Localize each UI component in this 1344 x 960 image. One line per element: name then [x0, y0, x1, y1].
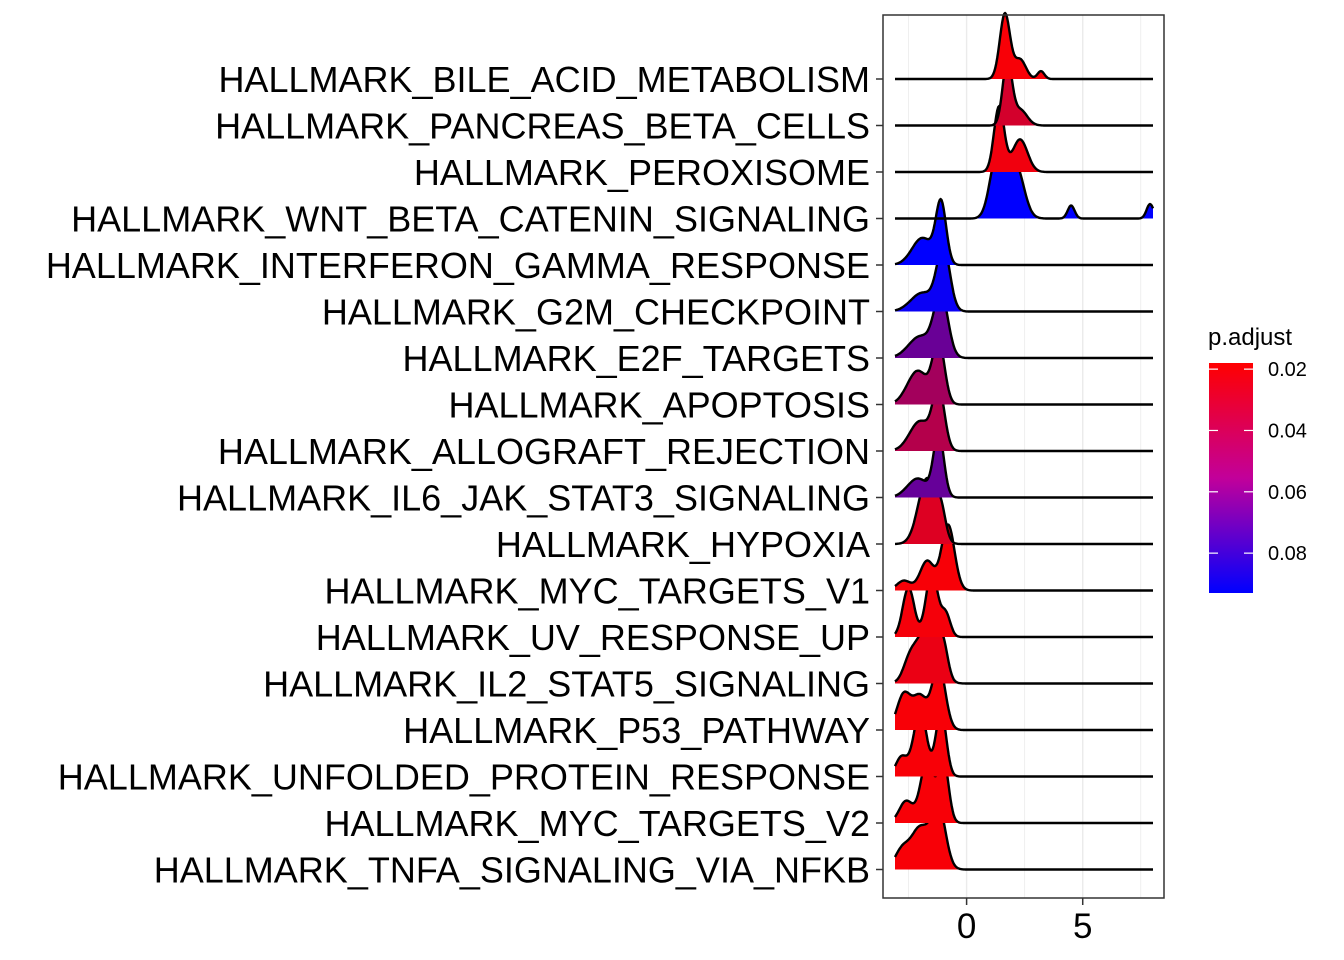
- legend: p.adjust 0.02 0.04 0.06 0.08: [1208, 324, 1307, 593]
- ridge-outline: [894, 151, 1155, 220]
- ridge-fill: [895, 199, 958, 265]
- ridge-fill: [974, 152, 1153, 219]
- ridge-outline: [894, 104, 1154, 174]
- ridge-hallmark-wnt-beta-catenin-signaling: [894, 151, 1155, 220]
- y-tick-label: HALLMARK_PEROXISOME: [414, 152, 870, 193]
- legend-colorbar: [1209, 363, 1253, 593]
- y-tick-label: HALLMARK_BILE_ACID_METABOLISM: [218, 59, 870, 100]
- y-tick-label: HALLMARK_G2M_CHECKPOINT: [322, 292, 870, 333]
- y-tick-label: HALLMARK_MYC_TARGETS_V2: [324, 803, 870, 844]
- y-tick-label: HALLMARK_IL6_JAK_STAT3_SIGNALING: [177, 478, 870, 519]
- legend-tick-label: 0.04: [1268, 420, 1307, 442]
- y-axis: HALLMARK_TNFA_SIGNALING_VIA_NFKB HALLMARK…: [46, 59, 883, 891]
- y-tick-label: HALLMARK_INTERFERON_GAMMA_RESPONSE: [46, 245, 870, 286]
- y-tick-label: HALLMARK_IL2_STAT5_SIGNALING: [263, 664, 870, 705]
- y-tick-label: HALLMARK_ALLOGRAFT_REJECTION: [218, 431, 870, 472]
- legend-tick-label: 0.02: [1268, 359, 1307, 381]
- ridge-fill: [988, 13, 1050, 79]
- y-tick-label: HALLMARK_UV_RESPONSE_UP: [316, 617, 870, 658]
- ridge-hallmark-interferon-gamma-response: [894, 197, 1154, 267]
- ridge-outline: [894, 197, 1154, 267]
- x-tick-label: 5: [1073, 907, 1092, 946]
- y-tick-label: HALLMARK_PANCREAS_BETA_CELLS: [215, 106, 870, 147]
- ridge-fill: [895, 571, 960, 637]
- y-tick-label: HALLMARK_WNT_BETA_CATENIN_SIGNALING: [71, 199, 870, 240]
- y-tick-label: HALLMARK_E2F_TARGETS: [403, 338, 870, 379]
- plot-panel-border: [882, 14, 1165, 899]
- y-tick-label: HALLMARK_TNFA_SIGNALING_VIA_NFKB: [154, 850, 870, 891]
- legend-title: p.adjust: [1208, 324, 1292, 351]
- x-tick-label: 0: [957, 907, 976, 946]
- ridge-hallmark-uv-response-up: [893, 569, 1154, 639]
- y-tick-label: HALLMARK_HYPOXIA: [496, 524, 870, 565]
- legend-tick-label: 0.06: [1268, 482, 1307, 504]
- y-tick-label: HALLMARK_MYC_TARGETS_V1: [324, 571, 870, 612]
- ridge-outline: [894, 11, 1154, 81]
- ridge-outline: [893, 569, 1154, 639]
- ridge-fill: [895, 803, 962, 870]
- y-tick-label: HALLMARK_UNFOLDED_PROTEIN_RESPONSE: [58, 757, 870, 798]
- ridge-fill: [895, 617, 961, 684]
- legend-ticks: 0.02 0.04 0.06 0.08: [1209, 359, 1307, 565]
- ridge-hallmark-bile-acid-metabolism: [894, 11, 1154, 81]
- legend-tick-label: 0.08: [1268, 543, 1307, 565]
- y-tick-label: HALLMARK_APOPTOSIS: [449, 385, 871, 426]
- y-tick-label: HALLMARK_P53_PATHWAY: [403, 710, 870, 751]
- ridges: [893, 11, 1155, 871]
- ridge-outline: [894, 523, 1154, 592]
- ridge-outline: [894, 58, 1154, 127]
